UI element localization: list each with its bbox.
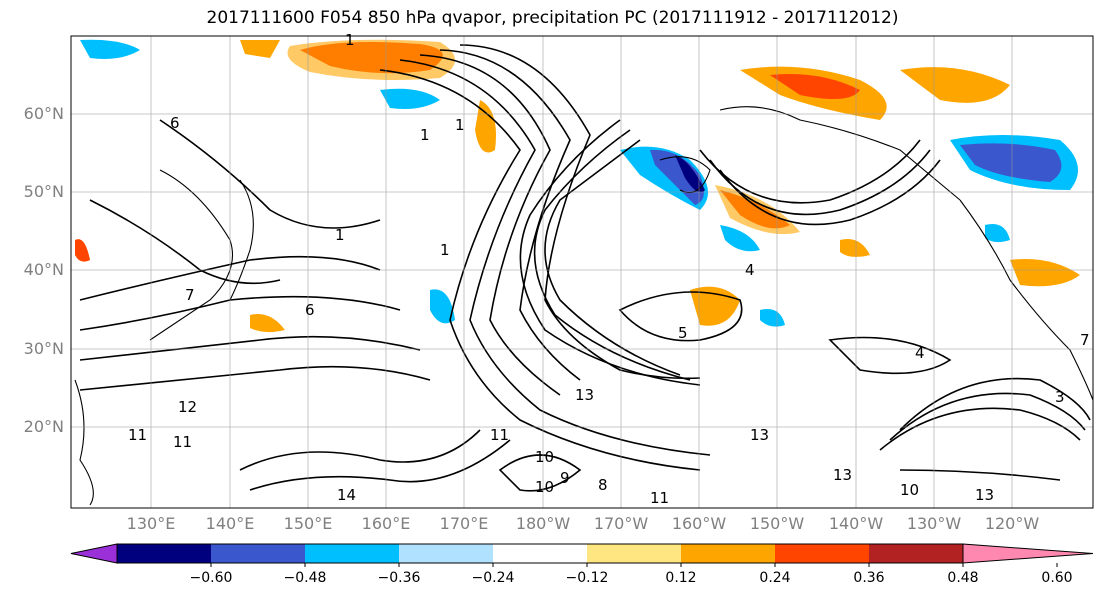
colorbar-segment [305, 544, 400, 563]
lat-label: 60°N [23, 104, 64, 123]
colorbar-segment [117, 544, 212, 563]
contour-label: 10 [535, 478, 554, 496]
colorbar-segment [211, 544, 306, 563]
contour-label: 3 [1055, 388, 1065, 406]
lon-label: 120°W [984, 514, 1040, 533]
precip-fill-layer [75, 39, 1080, 333]
contour-label: 1 [345, 31, 355, 49]
humidity-contour-layer [79, 44, 1091, 492]
lon-label: 170°W [593, 514, 649, 533]
lon-label: 180°W [515, 514, 571, 533]
colorbar-tick-label: −0.24 [471, 570, 515, 586]
plot-title: 2017111600 F054 850 hPa qvapor, precipit… [206, 8, 899, 28]
coastline-layer [74, 106, 1093, 506]
lon-label: 160°E [361, 514, 411, 533]
lat-label: 30°N [23, 339, 64, 358]
lat-label: 40°N [23, 260, 64, 279]
colorbar-segment [493, 544, 588, 563]
colorbar-extend-high [962, 543, 1094, 564]
lon-label: 150°E [283, 514, 333, 533]
colorbar-tick-label: 0.60 [1041, 570, 1073, 586]
colorbar-segment [399, 544, 494, 563]
colorbar-tick-label: 0.24 [759, 570, 791, 586]
contour-label: 4 [915, 344, 925, 362]
contour-label: 13 [833, 466, 852, 484]
contour-label: 11 [490, 426, 509, 444]
map-frame [70, 35, 1094, 509]
lon-label: 160°W [671, 514, 727, 533]
contour-label: 13 [750, 426, 769, 444]
lon-label: 130°W [906, 514, 962, 533]
contour-label: 7 [1080, 331, 1090, 349]
lon-label: 140°W [828, 514, 884, 533]
graticule [71, 36, 1093, 508]
contour-label: 10 [535, 448, 554, 466]
colorbar-segment [587, 544, 682, 563]
lon-label: 170°E [439, 514, 489, 533]
contour-label: 13 [975, 486, 994, 504]
colorbar-segment [681, 544, 776, 563]
colorbar-tick-label: −0.12 [565, 570, 609, 586]
contour-label: 1 [455, 116, 465, 134]
contour-label: 1 [335, 226, 345, 244]
lat-label: 20°N [23, 417, 64, 436]
colorbar-segment [775, 544, 870, 563]
colorbar-tick-label: −0.48 [283, 570, 327, 586]
colorbar-tick-label: −0.60 [189, 570, 233, 586]
colorbar-tick-label: 0.36 [853, 570, 885, 586]
lon-label: 140°E [205, 514, 255, 533]
contour-label: 14 [337, 486, 356, 504]
contour-label: 11 [128, 426, 147, 444]
contour-label: 4 [745, 261, 755, 279]
colorbar-extend-low [70, 543, 118, 564]
contour-label: 8 [598, 476, 608, 494]
lon-label: 130°E [126, 514, 176, 533]
lat-label: 50°N [23, 182, 64, 201]
contour-label: 6 [305, 301, 315, 319]
lon-label: 150°W [749, 514, 805, 533]
contour-label: 11 [650, 489, 669, 507]
colorbar-tick-label: 0.48 [947, 570, 979, 586]
contour-label: 10 [900, 481, 919, 499]
contour-label: 5 [678, 324, 688, 342]
colorbar-tick-label: 0.12 [665, 570, 697, 586]
contour-label: 6 [170, 114, 180, 132]
contour-label: 11 [173, 433, 192, 451]
contour-label: 9 [560, 469, 570, 487]
contour-label: 1 [440, 241, 450, 259]
colorbar-frame [116, 543, 964, 564]
colorbar-tick-label: −0.36 [377, 570, 421, 586]
contour-label: 1 [420, 126, 430, 144]
contour-label: 7 [185, 286, 195, 304]
contour-label: 12 [178, 398, 197, 416]
contour-label: 13 [575, 386, 594, 404]
colorbar-segment [869, 544, 964, 563]
